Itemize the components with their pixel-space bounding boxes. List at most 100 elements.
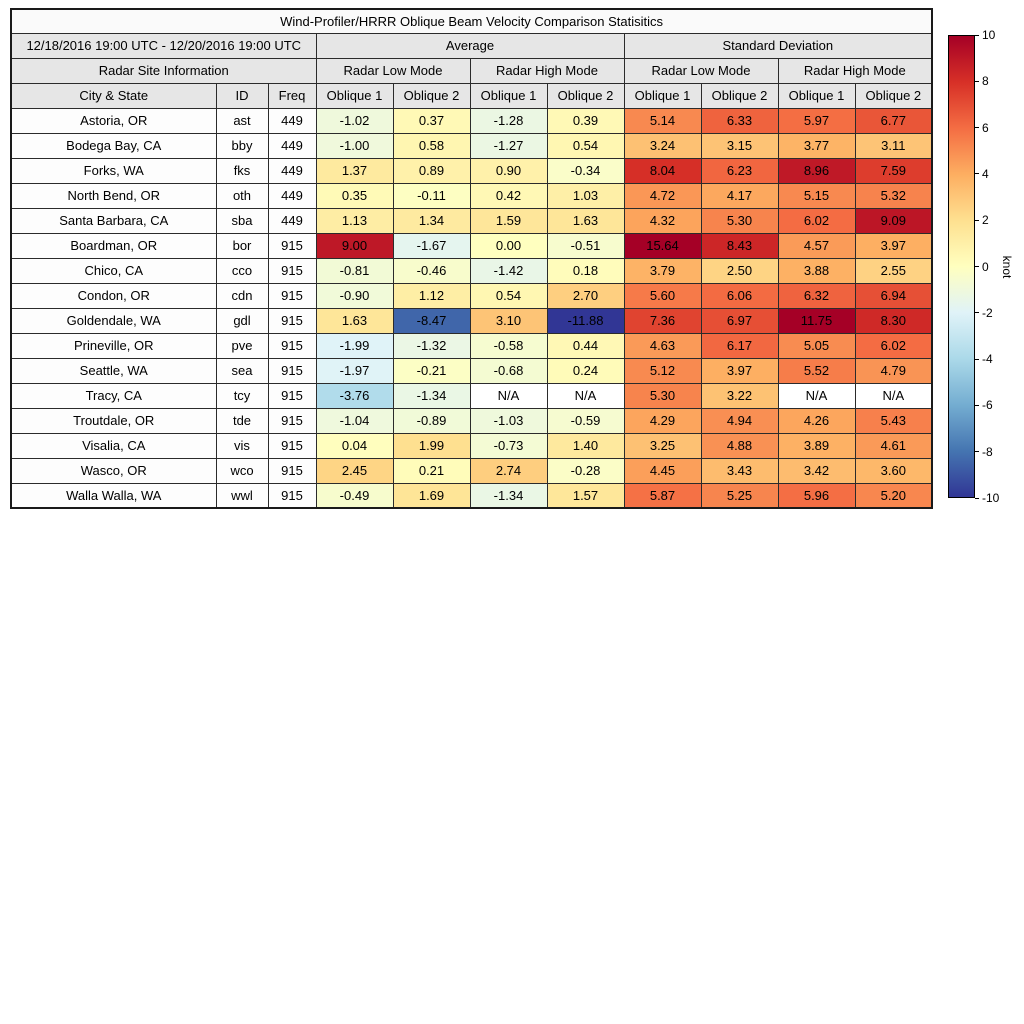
value-cell: 0.04 bbox=[315, 432, 394, 459]
table-row: Goldendale, WA gdl 915 1.63 -8.47 3.10 -11.88 7… bbox=[10, 307, 933, 334]
tick-mark-icon bbox=[975, 80, 979, 82]
city-state-cell: Forks, WA bbox=[10, 157, 217, 184]
value-cell: -0.89 bbox=[392, 407, 471, 434]
subgroup-header-row: Radar Site Information Radar Low Mode Ra… bbox=[10, 57, 933, 84]
value-cell: -0.21 bbox=[392, 357, 471, 384]
value-cell: 6.94 bbox=[854, 282, 933, 309]
site-id-cell: cdn bbox=[215, 282, 269, 309]
freq-cell: 915 bbox=[267, 457, 317, 484]
site-id-cell: bby bbox=[215, 132, 269, 159]
freq-cell: 915 bbox=[267, 482, 317, 509]
value-cell: -1.03 bbox=[469, 407, 548, 434]
freq-cell: 915 bbox=[267, 232, 317, 259]
value-cell: 0.42 bbox=[469, 182, 548, 209]
value-cell: 6.06 bbox=[700, 282, 779, 309]
colorbar-tick: 8 bbox=[975, 74, 989, 88]
freq-cell: 915 bbox=[267, 357, 317, 384]
city-state-cell: Tracy, CA bbox=[10, 382, 217, 409]
group-header-row: 12/18/2016 19:00 UTC - 12/20/2016 19:00 … bbox=[10, 32, 933, 59]
tick-label: 8 bbox=[982, 74, 989, 89]
value-cell: 3.43 bbox=[700, 457, 779, 484]
value-cell: 4.63 bbox=[623, 332, 702, 359]
value-cell: 5.25 bbox=[700, 482, 779, 509]
value-cell: 1.03 bbox=[546, 182, 625, 209]
value-cell: 0.90 bbox=[469, 157, 548, 184]
table-row: Wasco, OR wco 915 2.45 0.21 2.74 -0.28 4.45 3.43… bbox=[10, 457, 933, 484]
colorbar-tick: 6 bbox=[975, 121, 989, 135]
col-header-oblique: Oblique 1 bbox=[623, 82, 702, 109]
colorbar-ticks: 10 8 6 4 2 0 -2 -4 -6 -8 -10 bbox=[975, 29, 1017, 504]
subgroup-avg-high-mode: Radar High Mode bbox=[469, 57, 625, 84]
city-state-cell: Condon, OR bbox=[10, 282, 217, 309]
colorbar-tick: -6 bbox=[975, 398, 993, 412]
value-cell: 6.77 bbox=[854, 107, 933, 134]
value-cell: 3.97 bbox=[700, 357, 779, 384]
subgroup-std-low-mode: Radar Low Mode bbox=[623, 57, 779, 84]
value-cell: -0.46 bbox=[392, 257, 471, 284]
colorbar-tick: -10 bbox=[975, 491, 999, 505]
col-header-oblique: Oblique 2 bbox=[854, 82, 933, 109]
title-row: Wind-Profiler/HRRR Oblique Beam Velocity… bbox=[10, 8, 933, 34]
value-cell: 5.96 bbox=[777, 482, 856, 509]
value-cell: 3.11 bbox=[854, 132, 933, 159]
site-info-header: Radar Site Information bbox=[10, 57, 317, 84]
value-cell: 6.33 bbox=[700, 107, 779, 134]
tick-mark-icon bbox=[975, 358, 979, 360]
city-state-cell: Boardman, OR bbox=[10, 232, 217, 259]
subgroup-std-high-mode: Radar High Mode bbox=[777, 57, 933, 84]
site-id-cell: tde bbox=[215, 407, 269, 434]
tick-mark-icon bbox=[975, 173, 979, 175]
city-state-cell: Chico, CA bbox=[10, 257, 217, 284]
value-cell: -0.34 bbox=[546, 157, 625, 184]
value-cell: 4.29 bbox=[623, 407, 702, 434]
value-cell: 0.44 bbox=[546, 332, 625, 359]
value-cell: 1.13 bbox=[315, 207, 394, 234]
table-row: Visalia, CA vis 915 0.04 1.99 -0.73 1.40 3.25 4.… bbox=[10, 432, 933, 459]
value-cell: 0.54 bbox=[469, 282, 548, 309]
value-cell: -1.97 bbox=[315, 357, 394, 384]
tick-label: 10 bbox=[982, 28, 996, 42]
value-cell: 6.97 bbox=[700, 307, 779, 334]
value-cell: 4.32 bbox=[623, 207, 702, 234]
col-header-freq: Freq bbox=[267, 82, 317, 109]
value-cell: 5.87 bbox=[623, 482, 702, 509]
table-row: North Bend, OR oth 449 0.35 -0.11 0.42 1.03 4.7… bbox=[10, 182, 933, 209]
value-cell: 0.00 bbox=[469, 232, 548, 259]
value-cell: 3.42 bbox=[777, 457, 856, 484]
city-state-cell: Visalia, CA bbox=[10, 432, 217, 459]
site-id-cell: gdl bbox=[215, 307, 269, 334]
site-id-cell: vis bbox=[215, 432, 269, 459]
table-title: Wind-Profiler/HRRR Oblique Beam Velocity… bbox=[10, 8, 933, 34]
value-cell: 8.30 bbox=[854, 307, 933, 334]
value-cell: -0.11 bbox=[392, 182, 471, 209]
table-body: Astoria, OR ast 449 -1.02 0.37 -1.28 0.39 5.14 6… bbox=[10, 107, 933, 509]
value-cell: 6.32 bbox=[777, 282, 856, 309]
freq-cell: 915 bbox=[267, 432, 317, 459]
value-cell: 2.74 bbox=[469, 457, 548, 484]
value-cell: 1.37 bbox=[315, 157, 394, 184]
value-cell: 6.02 bbox=[854, 332, 933, 359]
value-cell: 1.63 bbox=[546, 207, 625, 234]
colorbar-gradient bbox=[948, 35, 975, 498]
subgroup-avg-low-mode: Radar Low Mode bbox=[315, 57, 471, 84]
freq-cell: 915 bbox=[267, 307, 317, 334]
value-cell: -0.81 bbox=[315, 257, 394, 284]
value-cell: 1.34 bbox=[392, 207, 471, 234]
col-header-city-state: City & State bbox=[10, 82, 217, 109]
group-header-stddev: Standard Deviation bbox=[623, 32, 933, 59]
tick-mark-icon bbox=[975, 219, 979, 221]
value-cell: 4.94 bbox=[700, 407, 779, 434]
freq-cell: 915 bbox=[267, 332, 317, 359]
value-cell: 5.05 bbox=[777, 332, 856, 359]
value-cell: 3.77 bbox=[777, 132, 856, 159]
tick-label: -2 bbox=[982, 305, 993, 320]
tick-mark-icon bbox=[975, 127, 979, 129]
value-cell: 5.43 bbox=[854, 407, 933, 434]
value-cell: 5.97 bbox=[777, 107, 856, 134]
value-cell: 6.17 bbox=[700, 332, 779, 359]
value-cell: 2.45 bbox=[315, 457, 394, 484]
city-state-cell: Prineville, OR bbox=[10, 332, 217, 359]
value-cell: N/A bbox=[469, 382, 548, 409]
colorbar: 10 8 6 4 2 0 -2 -4 -6 -8 -10 knot bbox=[948, 29, 1018, 504]
city-state-cell: Astoria, OR bbox=[10, 107, 217, 134]
